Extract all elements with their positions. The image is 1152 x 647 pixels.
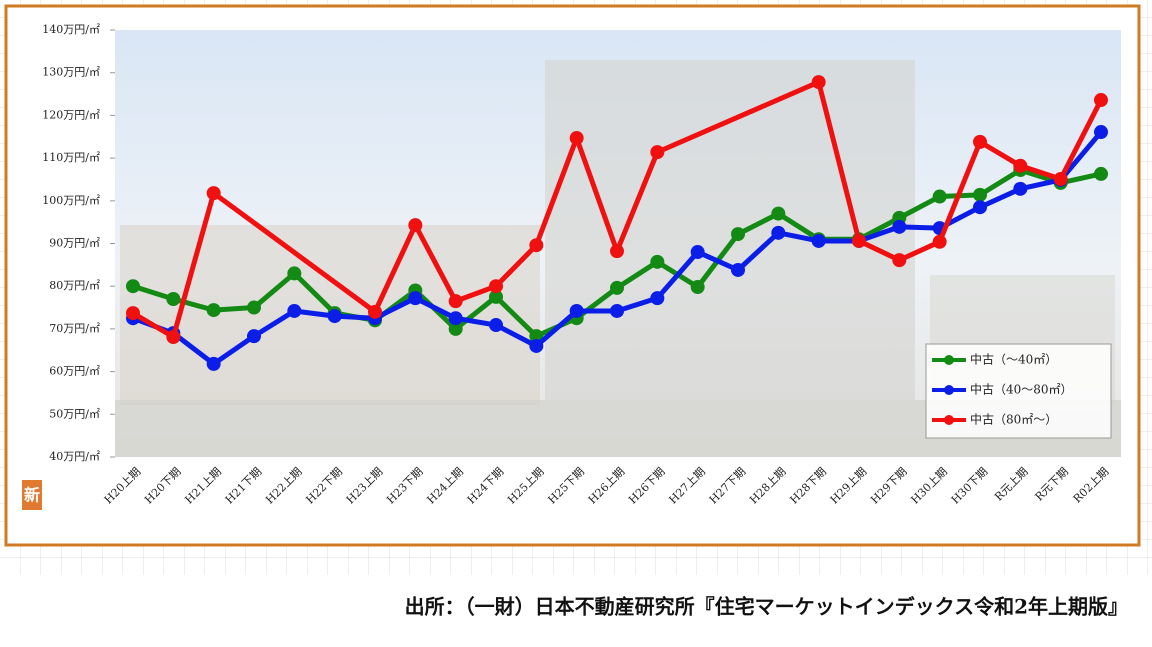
point bbox=[529, 238, 544, 253]
point bbox=[973, 134, 987, 149]
y-tick-label: 120万円/㎡ bbox=[42, 108, 100, 121]
point bbox=[650, 254, 665, 269]
point bbox=[408, 291, 423, 306]
point bbox=[569, 303, 584, 318]
legend-swatch-marker bbox=[944, 385, 954, 395]
point bbox=[489, 318, 503, 333]
point bbox=[690, 280, 705, 295]
legend-swatch-marker bbox=[944, 415, 954, 425]
source-note: 出所：（一財）日本不動産研究所『住宅マーケットインデックス令和2年上期版』 bbox=[405, 595, 1128, 619]
point bbox=[368, 304, 382, 319]
legend-label: 中古（80㎡～） bbox=[970, 412, 1057, 427]
point bbox=[932, 189, 947, 204]
point bbox=[892, 253, 907, 268]
point bbox=[932, 234, 947, 249]
point bbox=[1013, 158, 1028, 173]
point bbox=[206, 303, 221, 318]
point bbox=[731, 262, 745, 277]
point bbox=[610, 280, 624, 295]
point bbox=[852, 233, 866, 248]
point bbox=[206, 186, 221, 201]
point bbox=[287, 266, 302, 281]
y-tick-label: 70万円/㎡ bbox=[49, 322, 100, 335]
point bbox=[247, 300, 261, 315]
point bbox=[1013, 181, 1028, 196]
point bbox=[126, 306, 140, 321]
point bbox=[448, 321, 463, 336]
y-tick-label: 80万円/㎡ bbox=[49, 279, 100, 292]
legend-swatch-marker bbox=[944, 355, 954, 365]
point bbox=[650, 145, 665, 160]
building-backdrop bbox=[545, 60, 915, 400]
point bbox=[489, 279, 503, 294]
point bbox=[973, 187, 987, 202]
point bbox=[529, 338, 544, 353]
point bbox=[489, 289, 503, 304]
point bbox=[1094, 125, 1108, 140]
y-tick-label: 140万円/㎡ bbox=[42, 23, 100, 36]
legend-label: 中古（～40㎡） bbox=[970, 352, 1057, 367]
y-tick-label: 90万円/㎡ bbox=[49, 237, 100, 250]
point bbox=[650, 291, 665, 306]
point bbox=[287, 303, 302, 318]
point bbox=[811, 75, 826, 90]
icon bbox=[22, 480, 42, 510]
point bbox=[166, 292, 181, 307]
y-tick-label: 130万円/㎡ bbox=[42, 66, 100, 79]
icon-label: 新 bbox=[24, 486, 40, 505]
point bbox=[892, 219, 907, 234]
sheet-footer-area bbox=[0, 575, 1152, 647]
y-tick-label: 110万円/㎡ bbox=[42, 151, 100, 164]
point bbox=[408, 218, 423, 233]
point bbox=[1094, 93, 1108, 108]
point bbox=[327, 309, 342, 324]
point bbox=[448, 311, 463, 326]
point bbox=[811, 233, 826, 248]
point bbox=[206, 356, 221, 371]
point bbox=[610, 244, 624, 259]
point bbox=[247, 329, 261, 344]
point bbox=[448, 294, 463, 309]
point bbox=[1094, 166, 1108, 181]
y-tick-label: 60万円/㎡ bbox=[49, 365, 100, 378]
y-tick-label: 50万円/㎡ bbox=[49, 407, 100, 420]
y-tick-label: 100万円/㎡ bbox=[42, 194, 100, 207]
point bbox=[731, 227, 745, 242]
point bbox=[1053, 172, 1068, 187]
point bbox=[610, 303, 624, 318]
point bbox=[166, 330, 181, 345]
point bbox=[771, 206, 786, 221]
point bbox=[126, 279, 140, 294]
y-tick-label: 40万円/㎡ bbox=[49, 450, 100, 463]
point bbox=[973, 200, 987, 215]
point bbox=[771, 225, 786, 240]
legend-label: 中古（40～80㎡） bbox=[970, 382, 1073, 397]
point bbox=[569, 131, 584, 146]
point bbox=[690, 245, 705, 260]
